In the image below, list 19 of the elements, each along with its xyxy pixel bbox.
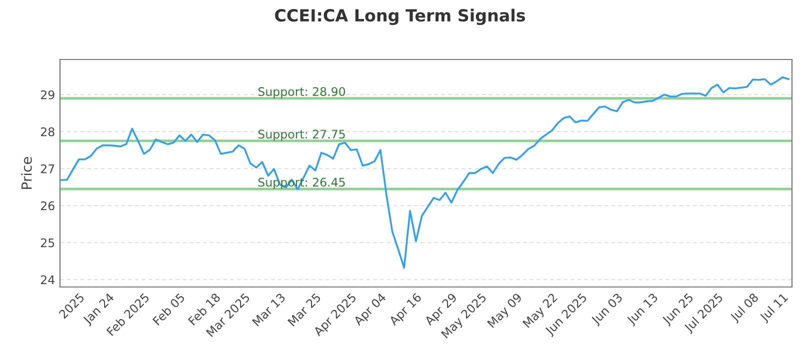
y-axis-title: Price [21,157,32,189]
y-tick-label: 27 [40,164,54,174]
y-tick-label: 28 [40,127,54,136]
y-tick-label: 24 [40,275,54,284]
x-tick-label: Jun 03 [590,292,624,327]
y-tick-label: 25 [40,238,54,248]
x-tick-label: Jun 13 [626,292,660,327]
ref-line-label: Support: 28.90 [258,87,346,98]
x-tick-label: Jul 11 [758,292,790,324]
ref-line-label: Support: 27.75 [258,130,345,141]
line-series [60,76,790,269]
x-tick-label: Apr 16 [388,292,424,328]
x-tick-label: Mar 13 [252,292,286,327]
x-tick-label: Jul 08 [729,292,760,324]
y-tick-label: 26 [40,201,54,210]
y-tick-label: 29 [40,90,54,100]
x-tick-label: Mar 25 [287,292,322,327]
chart-title: CCEI:CA Long Term Signals [275,8,525,26]
x-tick-label: Feb 05 [152,292,186,326]
